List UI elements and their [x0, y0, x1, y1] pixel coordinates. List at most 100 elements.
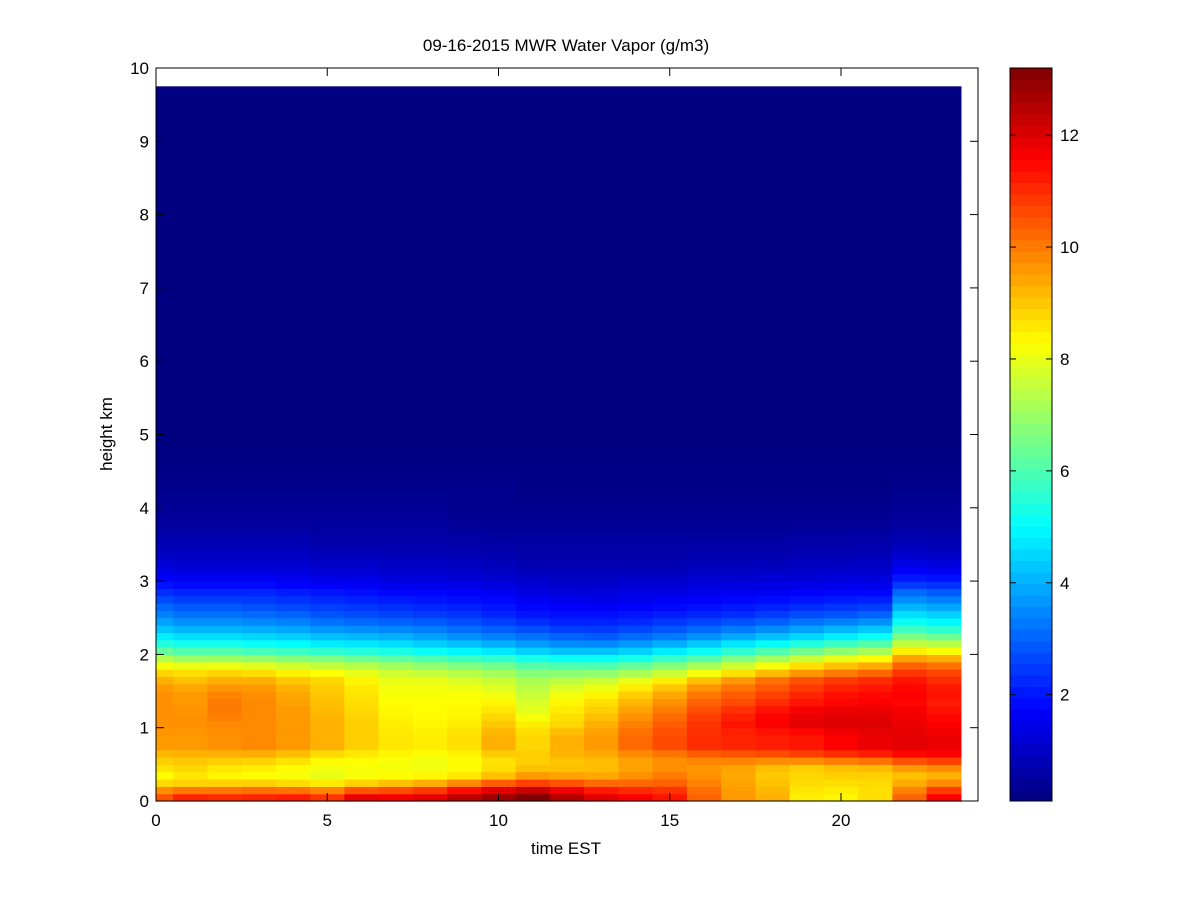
heatmap-cell	[241, 742, 277, 751]
heatmap-cell	[686, 119, 722, 128]
heatmap-cell	[926, 478, 962, 487]
heatmap-cell	[173, 177, 208, 186]
heatmap-cell	[310, 720, 345, 729]
heatmap-cell	[584, 617, 619, 626]
heatmap-cell	[310, 544, 345, 553]
heatmap-cell	[549, 317, 585, 326]
heatmap-cell	[156, 793, 174, 802]
heatmap-cell	[241, 610, 277, 619]
heatmap-cell	[755, 287, 791, 296]
heatmap-cell	[412, 698, 448, 707]
heatmap-cell	[378, 346, 414, 355]
heatmap-cell	[858, 537, 893, 546]
heatmap-cell	[892, 771, 928, 780]
heatmap-cell	[858, 229, 893, 238]
heatmap-cell	[275, 485, 311, 494]
heatmap-cell	[755, 419, 791, 428]
heatmap-cell	[481, 603, 517, 612]
x-tick-label: 0	[151, 811, 160, 830]
heatmap-cell	[481, 383, 517, 392]
heatmap-cell	[241, 449, 277, 458]
heatmap-cell	[207, 339, 243, 348]
heatmap-cell	[686, 500, 722, 509]
heatmap-cell	[755, 654, 791, 663]
heatmap-cell	[515, 104, 551, 113]
heatmap-cell	[310, 412, 345, 421]
heatmap-cell	[241, 749, 277, 758]
heatmap-cell	[789, 463, 825, 472]
heatmap-cell	[926, 141, 962, 150]
heatmap-cell	[618, 544, 654, 553]
x-tick-label: 20	[832, 811, 851, 830]
colorbar-band	[1010, 709, 1052, 722]
heatmap-cell	[549, 368, 585, 377]
heatmap-cell	[447, 86, 482, 91]
heatmap-cell	[156, 544, 174, 553]
heatmap-cell	[584, 779, 619, 787]
heatmap-cell	[207, 463, 243, 472]
heatmap-cell	[173, 676, 208, 685]
heatmap-cell	[207, 691, 243, 699]
heatmap-cell	[858, 353, 893, 362]
heatmap-cell	[686, 595, 722, 604]
heatmap-cell	[789, 456, 825, 465]
heatmap-cell	[515, 361, 551, 370]
heatmap-cell	[584, 632, 619, 641]
heatmap-cell	[173, 111, 208, 120]
heatmap-cell	[173, 449, 208, 458]
heatmap-cell	[721, 265, 756, 274]
heatmap-cell	[858, 192, 893, 201]
heatmap-cell	[310, 617, 345, 626]
heatmap-cell	[755, 353, 791, 362]
heatmap-cell	[652, 661, 688, 670]
heatmap-cell	[310, 199, 345, 208]
heatmap-cell	[549, 698, 585, 707]
heatmap-cell	[310, 148, 345, 157]
heatmap-cell	[156, 405, 174, 414]
heatmap-cell	[412, 507, 448, 516]
heatmap-cell	[156, 676, 174, 685]
heatmap-cell	[755, 544, 791, 553]
heatmap-cell	[447, 265, 482, 274]
heatmap-cell	[310, 119, 345, 128]
colorbar-band	[1010, 629, 1052, 642]
heatmap-cell	[926, 566, 962, 575]
heatmap-cell	[789, 397, 825, 406]
heatmap-cell	[823, 559, 859, 568]
heatmap-cell	[926, 126, 962, 135]
heatmap-cell	[858, 610, 893, 619]
heatmap-cell	[412, 309, 448, 318]
heatmap-cell	[892, 676, 928, 685]
heatmap-cell	[310, 317, 345, 326]
heatmap-cell	[275, 537, 311, 546]
heatmap-cell	[858, 236, 893, 245]
heatmap-cell	[156, 588, 174, 597]
heatmap-cell	[275, 390, 311, 399]
heatmap-cell	[618, 625, 654, 634]
heatmap-cell	[241, 471, 277, 480]
heatmap-cell	[173, 383, 208, 392]
heatmap-cell	[275, 441, 311, 450]
heatmap-cell	[447, 405, 482, 414]
heatmap-cell	[652, 207, 688, 216]
heatmap-cell	[858, 405, 893, 414]
heatmap-cell	[823, 771, 859, 780]
heatmap-cell	[344, 478, 380, 487]
heatmap-cell	[926, 405, 962, 414]
heatmap-cell	[686, 368, 722, 377]
heatmap-cell	[344, 720, 380, 729]
heatmap-cell	[447, 713, 482, 721]
heatmap-cell	[721, 581, 756, 590]
heatmap-cell	[789, 375, 825, 384]
heatmap-cell	[515, 661, 551, 670]
heatmap-cell	[447, 126, 482, 135]
heatmap-cell	[412, 86, 448, 91]
heatmap-cell	[892, 632, 928, 641]
heatmap-cell	[412, 463, 448, 472]
heatmap-cell	[584, 207, 619, 216]
heatmap-cell	[447, 258, 482, 267]
heatmap-cell	[241, 691, 277, 699]
heatmap-cell	[618, 317, 654, 326]
heatmap-cell	[344, 280, 380, 289]
heatmap-cell	[156, 720, 174, 729]
